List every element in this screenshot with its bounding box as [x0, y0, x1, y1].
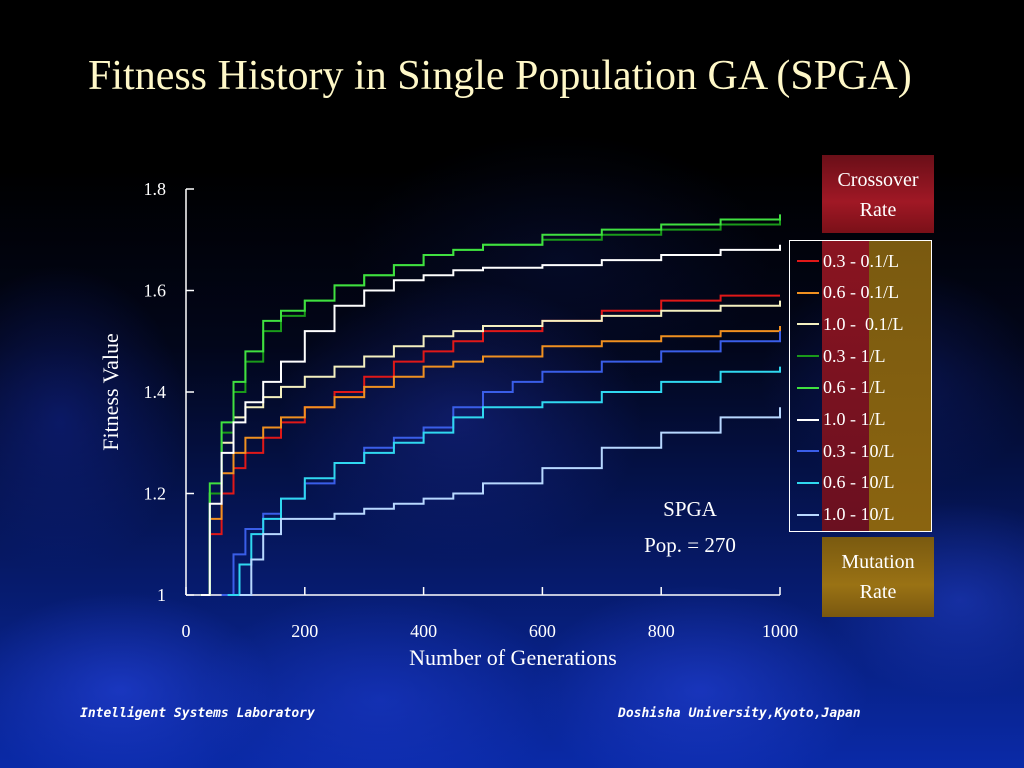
crossover-rate-header — [822, 155, 934, 233]
x-tick-label: 400 — [410, 621, 437, 641]
legend-label: 0.3 - 0.1/L — [823, 250, 899, 271]
legend-swatch — [797, 450, 819, 453]
series-line-8 — [227, 366, 781, 596]
legend-label: 1.0 - 10/L — [823, 504, 895, 525]
legend-label: 0.6 - 10/L — [823, 472, 895, 493]
series-line-9 — [239, 407, 781, 596]
legend-label: 0.3 - 10/L — [823, 440, 895, 461]
legend-label: 0.6 - 1/L — [823, 377, 886, 398]
legend-swatch — [797, 355, 819, 358]
legend-label: 0.3 - 1/L — [823, 345, 886, 366]
x-axis-label: Number of Generations — [409, 645, 617, 670]
y-tick-label: 1.4 — [144, 382, 167, 402]
legend-item: 0.3 - 1/L — [797, 340, 932, 372]
legend-swatch — [797, 260, 819, 262]
chart-axes: 1 1.2 1.4 1.6 1.8 0 200 400 600 800 1000 Number of … — [98, 179, 798, 670]
legend-item: 0.6 - 0.1/L — [797, 277, 932, 309]
x-tick-label: 200 — [291, 621, 318, 641]
legend-item: 0.6 - 1/L — [797, 372, 932, 404]
series-line-5 — [200, 214, 781, 596]
x-tick-label: 800 — [648, 621, 675, 641]
legend-swatch — [797, 513, 819, 516]
legend-item: 0.3 - 0.1/L — [797, 245, 932, 277]
legend-swatch — [797, 481, 819, 484]
x-tick-label: 0 — [182, 621, 191, 641]
legend-swatch — [797, 291, 819, 294]
footer-university: Doshisha University,Kyoto,Japan — [618, 706, 861, 721]
legend-item: 1.0 - 1/L — [797, 404, 932, 436]
crossover-rate-band — [822, 240, 869, 532]
mutation-rate-band — [869, 240, 932, 532]
legend-label: 1.0 - 0.1/L — [823, 313, 904, 334]
legend-swatch — [797, 418, 819, 421]
legend-swatch — [797, 323, 819, 326]
y-tick-label: 1.6 — [144, 281, 167, 301]
slide-title: Fitness History in Single Population GA … — [88, 53, 912, 99]
y-tick-label: 1.8 — [144, 179, 167, 199]
legend-swatch — [797, 386, 819, 389]
crossover-rate-label: Crossover Rate — [837, 169, 919, 221]
legend — [789, 240, 932, 532]
legend-item: 0.3 - 10/L — [797, 435, 932, 467]
legend-label: 0.6 - 0.1/L — [823, 282, 899, 303]
legend-item: 1.0 - 10/L — [797, 499, 932, 531]
footer-lab: Intelligent Systems Laboratory — [80, 706, 315, 721]
annotation-population: Pop. = 270 — [644, 533, 736, 557]
series-line-6 — [200, 244, 781, 596]
y-tick-label: 1.2 — [144, 484, 167, 504]
mutation-rate-header — [822, 537, 934, 617]
chart-series — [200, 214, 781, 596]
x-tick-label: 1000 — [762, 621, 798, 641]
x-tick-label: 600 — [529, 621, 556, 641]
y-axis-label: Fitness Value — [98, 333, 123, 451]
y-tick-label: 1 — [157, 585, 166, 605]
mutation-rate-label: Mutation Rate — [841, 551, 915, 603]
legend-item: 1.0 - 0.1/L — [797, 308, 932, 340]
legend-label: 1.0 - 1/L — [823, 409, 886, 429]
annotation-spga: SPGA — [663, 497, 717, 521]
legend-item: 0.6 - 10/L — [797, 467, 932, 499]
